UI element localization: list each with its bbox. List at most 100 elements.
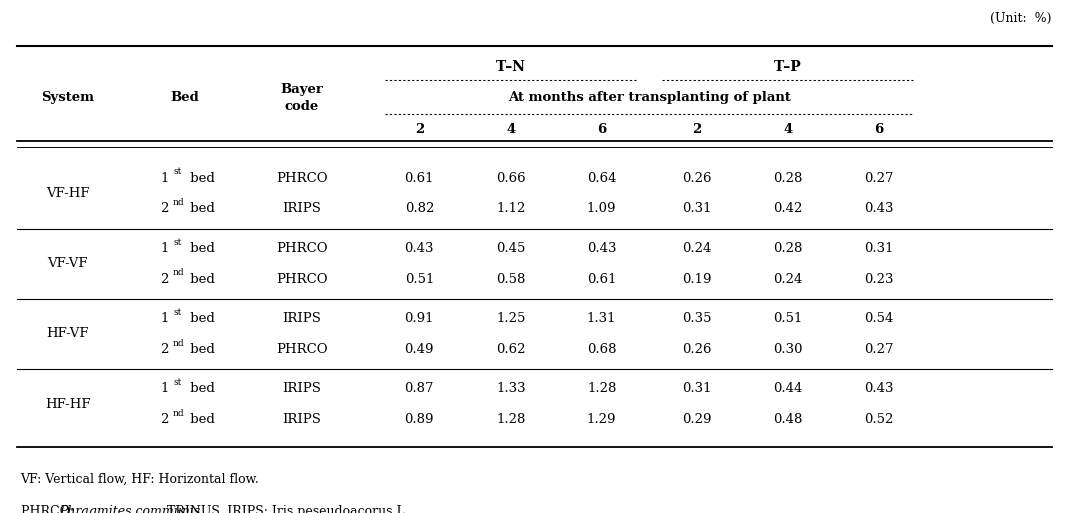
Text: 1: 1 xyxy=(160,242,169,255)
Text: 0.19: 0.19 xyxy=(682,272,711,286)
Text: IRIPS: IRIPS xyxy=(282,312,322,325)
Text: 1: 1 xyxy=(160,382,169,395)
Text: 1.33: 1.33 xyxy=(496,382,526,395)
Text: st: st xyxy=(173,378,182,387)
Text: 1.09: 1.09 xyxy=(587,203,617,215)
Text: 0.26: 0.26 xyxy=(682,343,711,356)
Text: 2: 2 xyxy=(415,123,424,136)
Text: PHRCO: PHRCO xyxy=(276,272,328,286)
Text: HF-HF: HF-HF xyxy=(45,398,90,410)
Text: nd: nd xyxy=(173,339,185,348)
Text: 1.25: 1.25 xyxy=(496,312,526,325)
Text: st: st xyxy=(173,238,182,247)
Text: 0.24: 0.24 xyxy=(682,242,711,255)
Text: 0.48: 0.48 xyxy=(774,413,803,426)
Text: IRIPS: IRIPS xyxy=(282,382,322,395)
Text: bed: bed xyxy=(186,343,215,356)
Text: At months after transplanting of plant: At months after transplanting of plant xyxy=(508,91,791,104)
Text: 0.28: 0.28 xyxy=(774,171,803,185)
Text: 0.43: 0.43 xyxy=(864,382,894,395)
Text: IRIPS: IRIPS xyxy=(282,413,322,426)
Text: 0.43: 0.43 xyxy=(587,242,617,255)
Text: 0.30: 0.30 xyxy=(774,343,803,356)
Text: VF-VF: VF-VF xyxy=(47,257,88,270)
Text: 0.43: 0.43 xyxy=(404,242,434,255)
Text: 0.27: 0.27 xyxy=(864,343,894,356)
Text: TRINUS, IRIPS: Iris peseudoacorus L.: TRINUS, IRIPS: Iris peseudoacorus L. xyxy=(164,504,409,513)
Text: T–P: T–P xyxy=(774,60,802,74)
Text: 6: 6 xyxy=(874,123,883,136)
Text: 4: 4 xyxy=(784,123,793,136)
Text: 0.27: 0.27 xyxy=(864,171,894,185)
Text: nd: nd xyxy=(173,268,185,278)
Text: Phragmites communis: Phragmites communis xyxy=(59,504,200,513)
Text: 0.51: 0.51 xyxy=(774,312,803,325)
Text: 0.42: 0.42 xyxy=(774,203,803,215)
Text: VF: Vertical flow, HF: Horizontal flow.: VF: Vertical flow, HF: Horizontal flow. xyxy=(20,473,260,486)
Text: 0.91: 0.91 xyxy=(404,312,434,325)
Text: 0.66: 0.66 xyxy=(496,171,526,185)
Text: 0.44: 0.44 xyxy=(774,382,803,395)
Text: 0.45: 0.45 xyxy=(496,242,526,255)
Text: (Unit:  %): (Unit: %) xyxy=(990,12,1052,26)
Text: 0.54: 0.54 xyxy=(864,312,894,325)
Text: 2: 2 xyxy=(692,123,701,136)
Text: 1: 1 xyxy=(160,171,169,185)
Text: 0.58: 0.58 xyxy=(496,272,526,286)
Text: 2: 2 xyxy=(160,272,169,286)
Text: 2: 2 xyxy=(160,413,169,426)
Text: 0.43: 0.43 xyxy=(864,203,894,215)
Text: PHRCO: PHRCO xyxy=(276,343,328,356)
Text: 0.31: 0.31 xyxy=(864,242,894,255)
Text: 1.28: 1.28 xyxy=(587,382,617,395)
Text: Bayer
code: Bayer code xyxy=(281,83,324,113)
Text: bed: bed xyxy=(186,203,215,215)
Text: HF-VF: HF-VF xyxy=(46,327,89,340)
Text: 0.62: 0.62 xyxy=(496,343,526,356)
Text: 1.31: 1.31 xyxy=(587,312,617,325)
Text: bed: bed xyxy=(186,171,215,185)
Text: IRIPS: IRIPS xyxy=(282,203,322,215)
Text: bed: bed xyxy=(186,312,215,325)
Text: 0.89: 0.89 xyxy=(404,413,434,426)
Text: 0.31: 0.31 xyxy=(682,203,711,215)
Text: bed: bed xyxy=(186,242,215,255)
Text: 0.82: 0.82 xyxy=(405,203,434,215)
Text: 1.29: 1.29 xyxy=(587,413,617,426)
Text: 0.23: 0.23 xyxy=(864,272,894,286)
Text: nd: nd xyxy=(173,409,185,418)
Text: 2: 2 xyxy=(160,203,169,215)
Text: st: st xyxy=(173,167,182,176)
Text: System: System xyxy=(41,91,94,104)
Text: 1: 1 xyxy=(160,312,169,325)
Text: Bed: Bed xyxy=(170,91,199,104)
Text: 2: 2 xyxy=(160,343,169,356)
Text: 0.28: 0.28 xyxy=(774,242,803,255)
Text: 0.51: 0.51 xyxy=(405,272,434,286)
Text: bed: bed xyxy=(186,272,215,286)
Text: 1.28: 1.28 xyxy=(496,413,526,426)
Text: 0.24: 0.24 xyxy=(774,272,803,286)
Text: 0.35: 0.35 xyxy=(682,312,711,325)
Text: nd: nd xyxy=(173,198,185,207)
Text: 0.68: 0.68 xyxy=(587,343,617,356)
Text: bed: bed xyxy=(186,382,215,395)
Text: PHRCO:: PHRCO: xyxy=(20,504,78,513)
Text: PHRCO: PHRCO xyxy=(276,171,328,185)
Text: VF-HF: VF-HF xyxy=(46,187,89,200)
Text: 4: 4 xyxy=(507,123,515,136)
Text: T–N: T–N xyxy=(496,60,526,74)
Text: 0.87: 0.87 xyxy=(404,382,434,395)
Text: 0.29: 0.29 xyxy=(682,413,711,426)
Text: 0.64: 0.64 xyxy=(587,171,617,185)
Text: 1.12: 1.12 xyxy=(496,203,526,215)
Text: 0.61: 0.61 xyxy=(404,171,434,185)
Text: 0.49: 0.49 xyxy=(404,343,434,356)
Text: PHRCO: PHRCO xyxy=(276,242,328,255)
Text: 0.52: 0.52 xyxy=(864,413,894,426)
Text: 0.26: 0.26 xyxy=(682,171,711,185)
Text: bed: bed xyxy=(186,413,215,426)
Text: st: st xyxy=(173,308,182,317)
Text: 6: 6 xyxy=(598,123,606,136)
Text: 0.61: 0.61 xyxy=(587,272,617,286)
